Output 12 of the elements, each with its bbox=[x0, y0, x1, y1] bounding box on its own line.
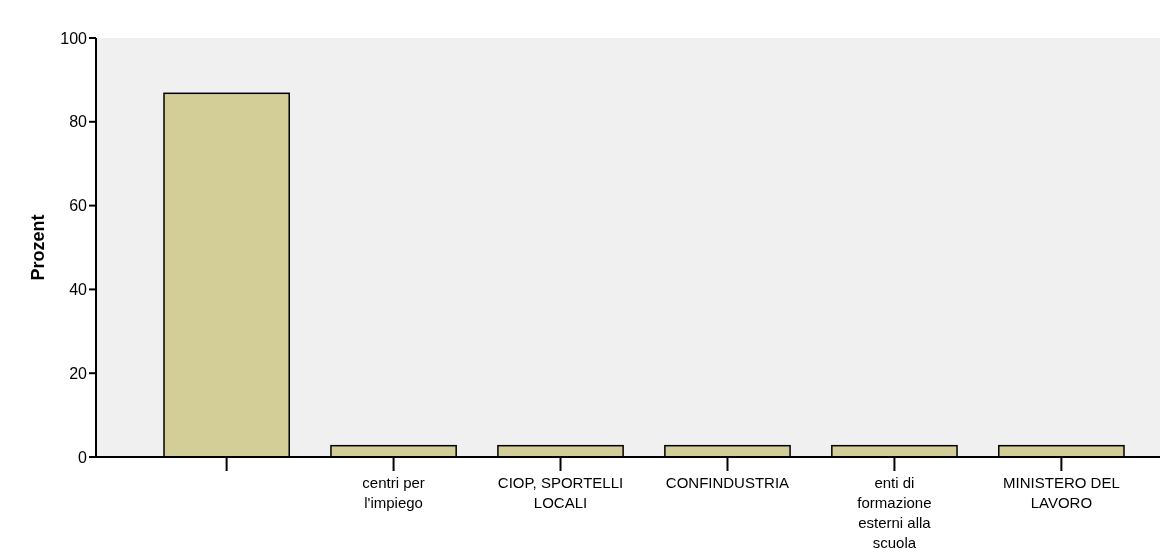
y-tick-label: 100 bbox=[60, 29, 88, 47]
x-tick-label: centri per l'impiego bbox=[362, 474, 425, 511]
y-tick-label: 20 bbox=[69, 364, 88, 382]
x-tick-label: MINISTERO DEL LAVORO bbox=[1003, 474, 1120, 511]
x-tick-label: CIOP, SPORTELLI LOCALI bbox=[497, 474, 624, 511]
y-tick-label: 0 bbox=[78, 448, 88, 466]
y-axis-title: Prozent bbox=[28, 214, 48, 281]
y-tick-label: 40 bbox=[69, 281, 88, 298]
x-tick-label: CONFINDUSTRIA bbox=[665, 474, 790, 491]
x-tick-label: enti di formazione esterni alla scuola bbox=[857, 474, 932, 551]
y-tick-label: 60 bbox=[69, 197, 88, 215]
y-tick-label: 80 bbox=[69, 113, 88, 131]
